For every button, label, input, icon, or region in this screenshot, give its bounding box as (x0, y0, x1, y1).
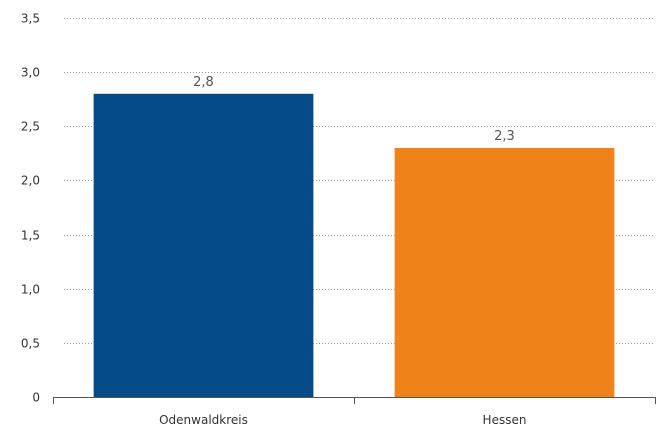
data-label: 2,8 (193, 75, 214, 90)
x-category-label: Hessen (483, 413, 527, 427)
y-tick-label: 0,5 (21, 337, 40, 351)
y-tick-label: 0 (32, 391, 40, 405)
x-category-label: Odenwaldkreis (159, 413, 248, 427)
data-label: 2,3 (494, 129, 515, 144)
y-tick-label: 3,0 (21, 66, 40, 80)
bar-odenwaldkreis (93, 93, 314, 398)
bars (93, 93, 615, 398)
x-axis: Odenwaldkreis Hessen (53, 397, 656, 427)
y-tick-label: 3,5 (21, 12, 40, 26)
y-tick-label: 2,0 (21, 174, 40, 188)
bar-hessen (394, 147, 615, 397)
y-tick-label: 2,5 (21, 120, 40, 134)
data-labels: 2,8 2,3 (193, 75, 515, 144)
y-tick-label: 1,5 (21, 229, 40, 243)
y-axis-ticks: 0 0,5 1,0 1,5 2,0 2,5 3,0 3,5 (21, 12, 40, 405)
y-tick-label: 1,0 (21, 283, 40, 297)
